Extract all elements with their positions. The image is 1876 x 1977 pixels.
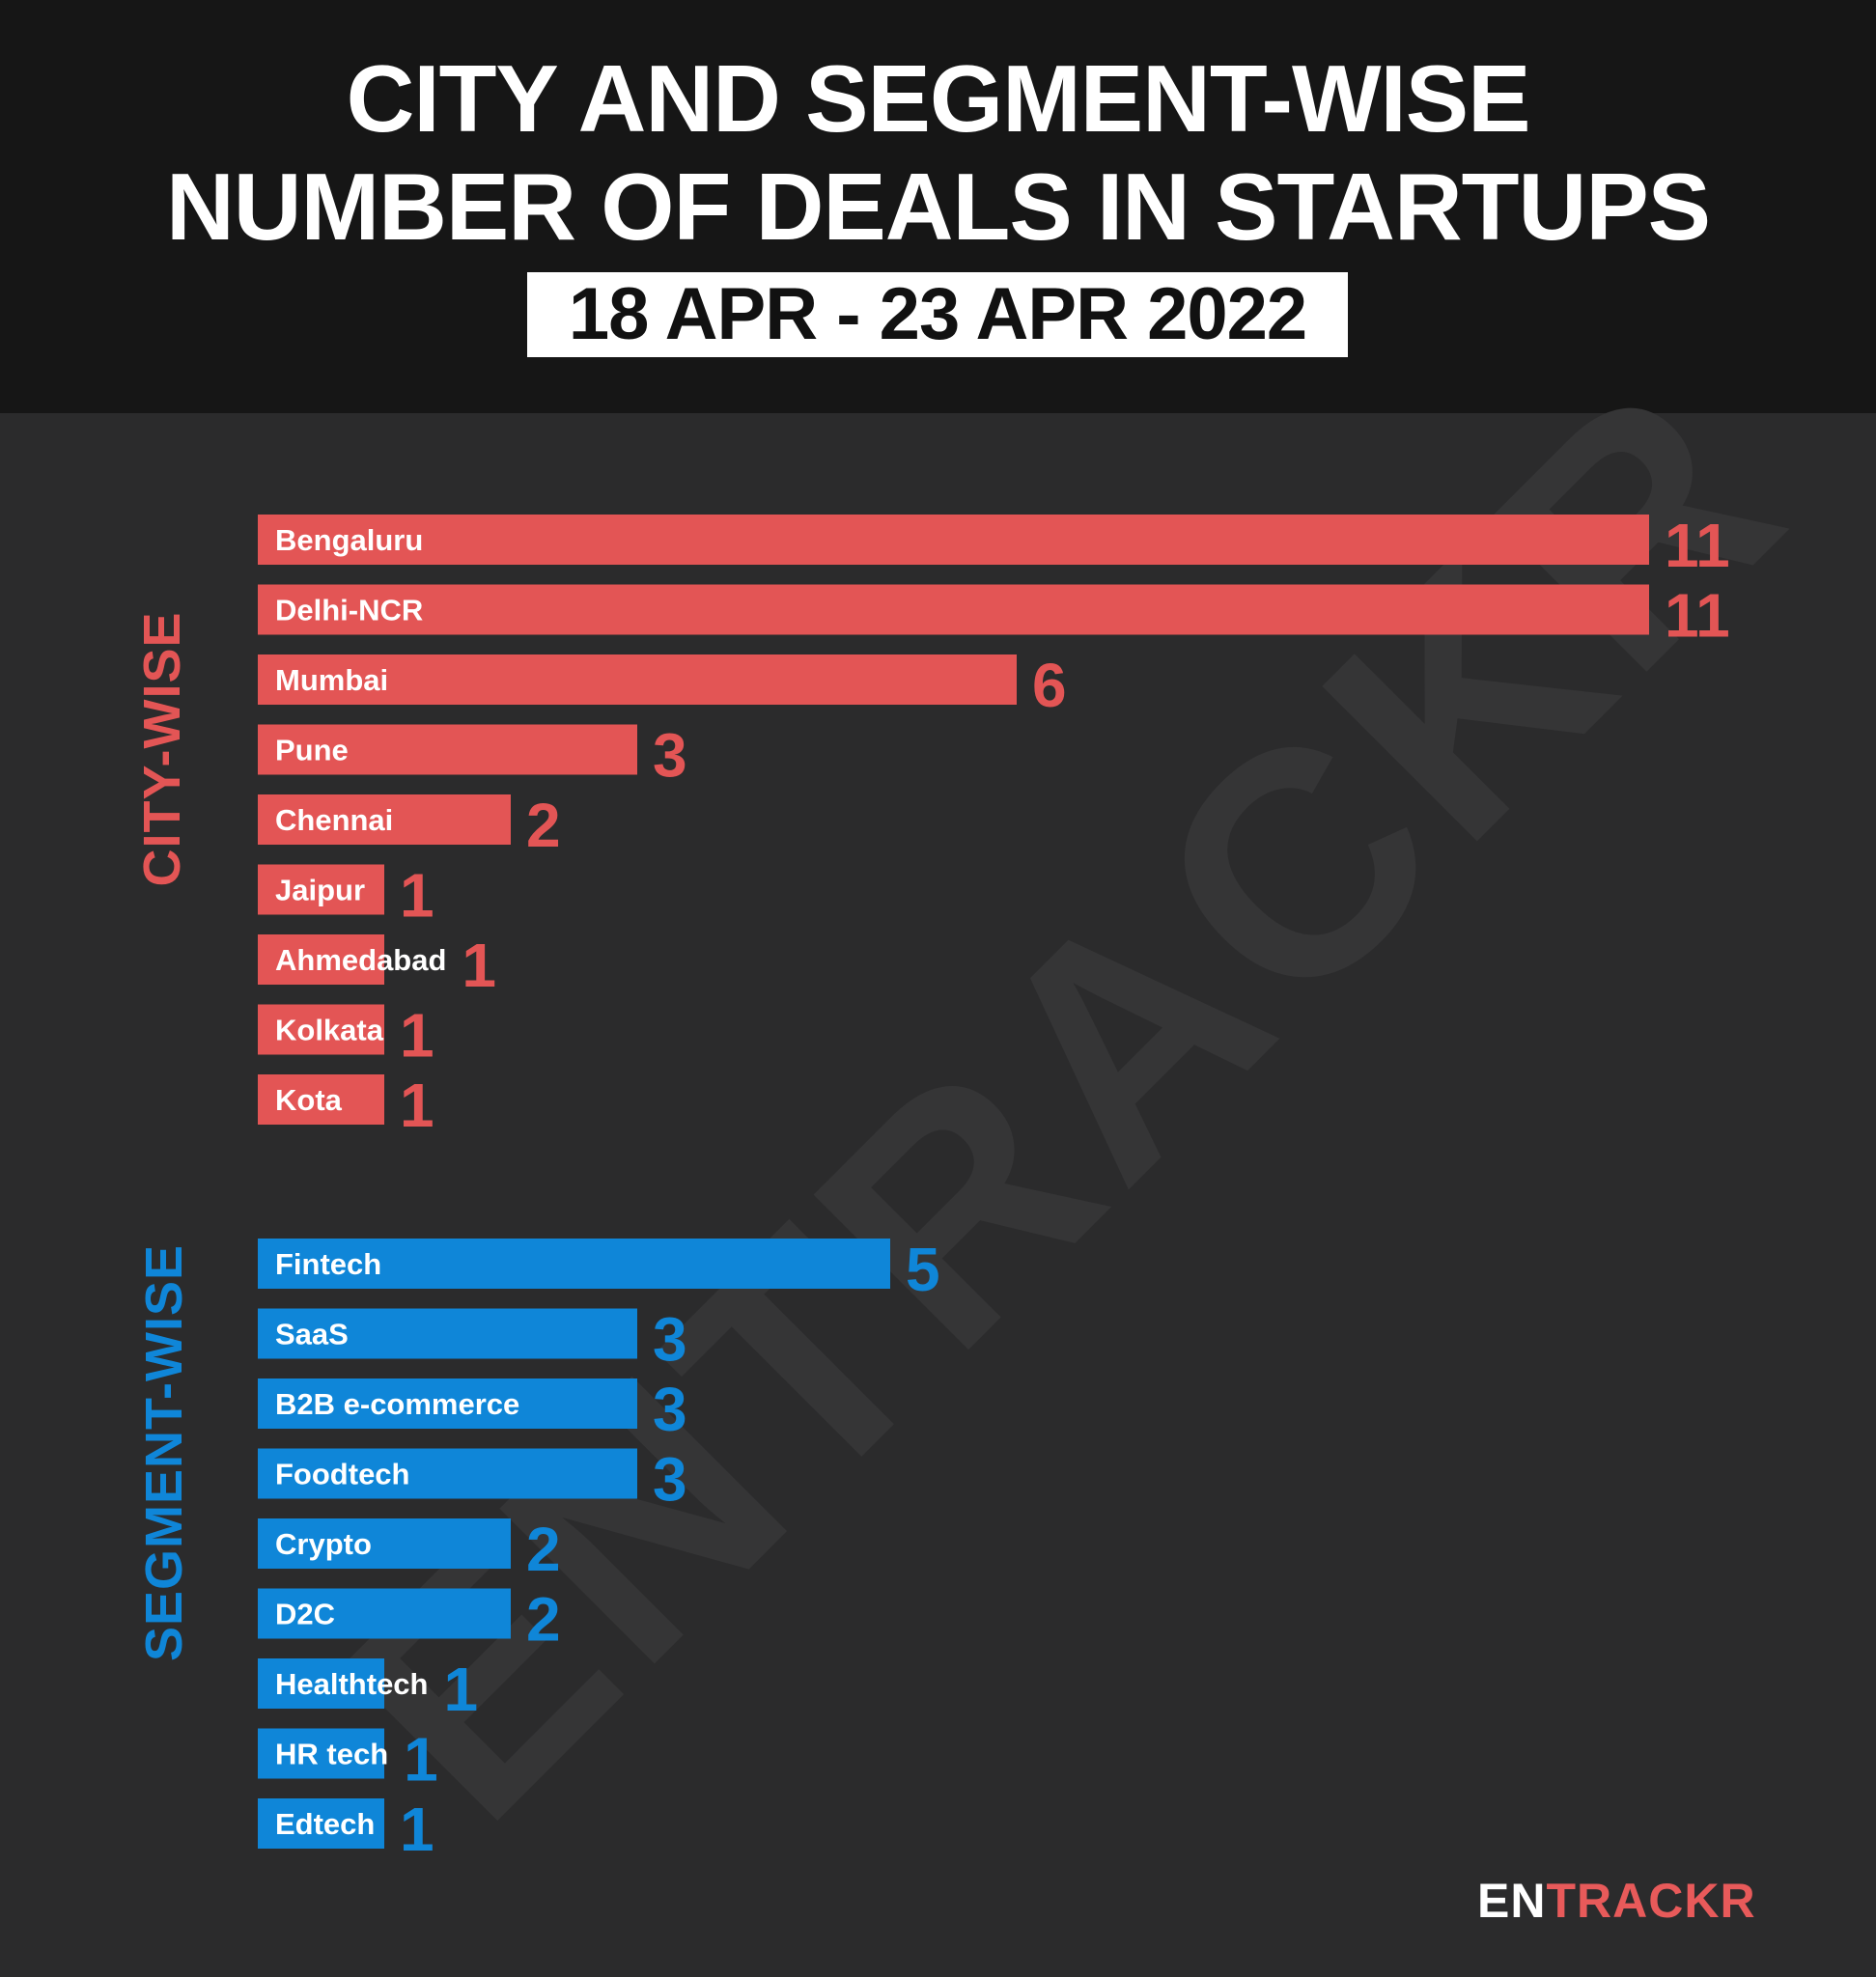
bar-jaipur — [258, 864, 384, 915]
category-label: Delhi-NCR — [275, 594, 423, 627]
logo-part-1: EN — [1477, 1874, 1547, 1928]
value-label: 2 — [526, 791, 561, 860]
bar-delhi-ncr — [258, 584, 1649, 635]
category-label: B2B e-commerce — [275, 1387, 519, 1421]
logo-part-2: TRACKR — [1546, 1874, 1756, 1928]
category-label: SaaS — [275, 1318, 349, 1351]
bar-healthtech — [258, 1658, 384, 1709]
value-label: 3 — [653, 1305, 687, 1375]
bar-mumbai — [258, 654, 1017, 705]
value-label: 11 — [1665, 581, 1730, 651]
value-label: 1 — [400, 861, 434, 931]
value-label: 3 — [653, 721, 687, 791]
bar-edtech — [258, 1798, 384, 1849]
entrackr-logo: ENTRACKR — [1477, 1873, 1756, 1929]
value-label: 2 — [526, 1585, 561, 1655]
title-line-1: CITY AND SEGMENT-WISE — [346, 45, 1531, 152]
bar-foodtech — [258, 1448, 637, 1499]
value-label: 5 — [906, 1235, 940, 1304]
category-label: Kota — [275, 1083, 343, 1117]
value-label: 1 — [400, 1071, 434, 1140]
category-label: HR tech — [275, 1738, 388, 1771]
bar-b2b-e-commerce — [258, 1378, 637, 1429]
bar-ahmedabad — [258, 934, 384, 985]
category-label: Edtech — [275, 1807, 375, 1841]
category-label: Mumbai — [275, 663, 388, 697]
category-label: Crypto — [275, 1527, 372, 1561]
bar-saas — [258, 1308, 637, 1359]
bar-kota — [258, 1074, 384, 1125]
bar-crypto — [258, 1518, 511, 1569]
date-range-badge: 18 APR - 23 APR 2022 — [527, 272, 1348, 357]
value-label: 3 — [653, 1445, 687, 1515]
category-label: Foodtech — [275, 1458, 410, 1491]
category-label: Bengaluru — [275, 523, 423, 557]
value-label: 1 — [462, 931, 496, 1000]
category-label: Kolkata — [275, 1014, 384, 1047]
category-label: Jaipur — [275, 874, 365, 907]
header-band: CITY AND SEGMENT-WISE NUMBER OF DEALS IN… — [0, 0, 1876, 413]
value-label: 6 — [1032, 651, 1067, 720]
category-label: Pune — [275, 734, 349, 767]
bar-bengaluru — [258, 515, 1649, 565]
category-label: D2C — [275, 1598, 335, 1631]
value-label: 1 — [404, 1725, 438, 1795]
chart-title: CITY AND SEGMENT-WISE NUMBER OF DEALS IN… — [0, 44, 1876, 261]
value-label: 1 — [400, 1795, 434, 1864]
value-label: 2 — [526, 1515, 561, 1584]
value-label: 3 — [653, 1375, 687, 1444]
value-label: 1 — [400, 1001, 434, 1071]
bar-hr-tech — [258, 1728, 384, 1779]
value-label: 11 — [1665, 511, 1730, 580]
title-line-2: NUMBER OF DEALS IN STARTUPS — [165, 153, 1711, 260]
category-label: Chennai — [275, 803, 393, 837]
category-label: Fintech — [275, 1247, 381, 1281]
bar-fintech — [258, 1239, 890, 1289]
bar-pune — [258, 724, 637, 775]
category-label: Healthtech — [275, 1667, 428, 1701]
bar-chennai — [258, 794, 511, 845]
category-label: Ahmedabad — [275, 943, 446, 977]
bar-d2c — [258, 1588, 511, 1639]
value-label: 1 — [443, 1655, 478, 1724]
bar-kolkata — [258, 1004, 384, 1055]
